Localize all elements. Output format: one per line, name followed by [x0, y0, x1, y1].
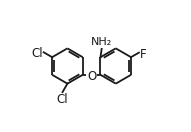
- Text: NH₂: NH₂: [91, 37, 112, 47]
- Text: Cl: Cl: [31, 47, 43, 60]
- Text: O: O: [87, 70, 96, 83]
- Text: Cl: Cl: [57, 93, 68, 106]
- Text: F: F: [140, 48, 146, 61]
